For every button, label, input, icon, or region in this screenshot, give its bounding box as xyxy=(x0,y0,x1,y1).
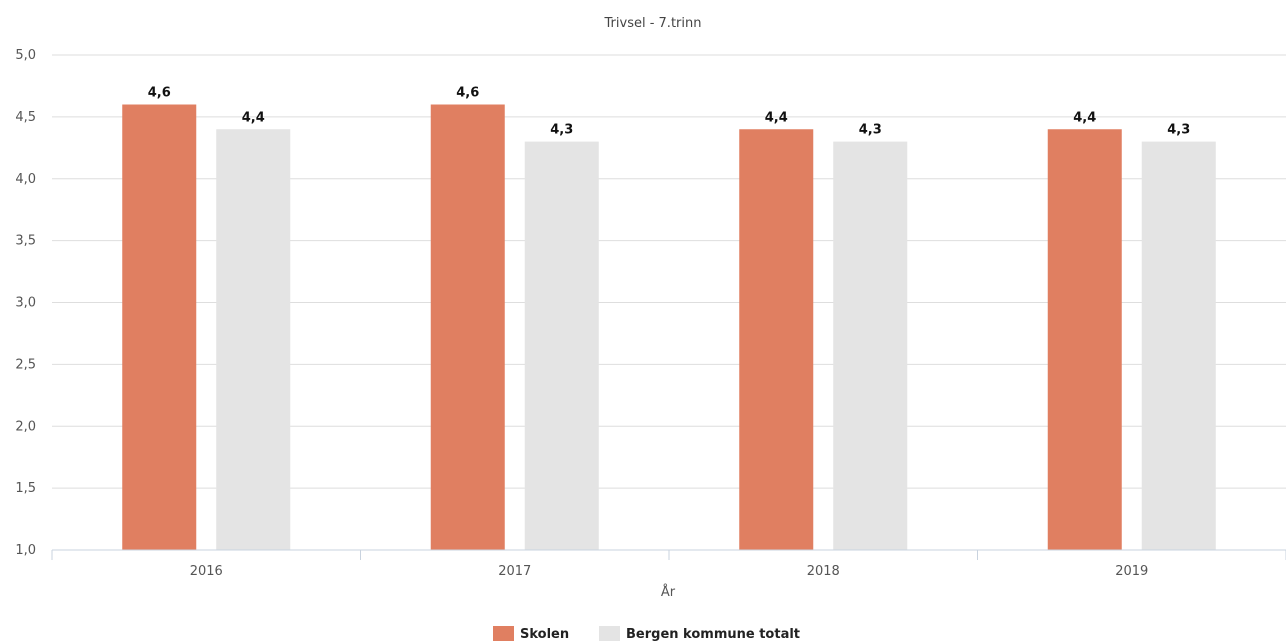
y-axis-ticks: 1,0 1,5 2,0 2,5 3,0 3,5 4,0 4,5 5,0 xyxy=(15,48,36,558)
data-label: 4,6 xyxy=(148,86,171,101)
bars xyxy=(122,104,1216,550)
y-tick-label: 3,5 xyxy=(15,234,36,249)
x-tick-label: 2017 xyxy=(498,564,531,579)
x-axis-title: År xyxy=(661,584,676,600)
y-tick-label: 1,5 xyxy=(15,481,36,496)
data-label: 4,3 xyxy=(1167,123,1190,138)
bar xyxy=(524,141,599,550)
data-label: 4,4 xyxy=(765,110,788,125)
y-tick-label: 4,0 xyxy=(15,172,36,187)
data-label: 4,3 xyxy=(859,123,882,138)
y-tick-label: 5,0 xyxy=(15,48,36,63)
bar xyxy=(430,104,505,550)
data-label: 4,3 xyxy=(550,123,573,138)
y-tick-label: 4,5 xyxy=(15,110,36,125)
legend-item[interactable]: Bergen kommune totalt xyxy=(599,626,800,642)
legend-swatch xyxy=(599,626,620,641)
data-labels: 4,6 4,4 4,6 4,3 4,4 4,3 4,4 4,3 xyxy=(148,86,1191,138)
legend-label: Bergen kommune totalt xyxy=(626,627,800,642)
x-tick-label: 2018 xyxy=(807,564,840,579)
bar xyxy=(216,129,291,550)
y-tick-label: 2,5 xyxy=(15,357,36,372)
x-tick-label: 2016 xyxy=(190,564,223,579)
bar xyxy=(739,129,814,550)
legend[interactable]: Skolen Bergen kommune totalt xyxy=(493,626,800,642)
y-tick-label: 3,0 xyxy=(15,296,36,311)
x-tick-label: 2019 xyxy=(1115,564,1148,579)
bar xyxy=(122,104,197,550)
data-label: 4,4 xyxy=(1073,110,1096,125)
legend-item[interactable]: Skolen xyxy=(493,626,569,642)
legend-label: Skolen xyxy=(520,627,569,642)
y-tick-label: 2,0 xyxy=(15,419,36,434)
bar xyxy=(1141,141,1216,550)
bar xyxy=(833,141,908,550)
x-axis: 2016 2017 2018 2019 xyxy=(51,549,1286,579)
data-label: 4,4 xyxy=(242,110,265,125)
y-tick-label: 1,0 xyxy=(15,543,36,558)
data-label: 4,6 xyxy=(456,86,479,101)
chart-title: Trivsel - 7.trinn xyxy=(604,16,702,31)
bar xyxy=(1047,129,1122,550)
legend-swatch xyxy=(493,626,514,641)
